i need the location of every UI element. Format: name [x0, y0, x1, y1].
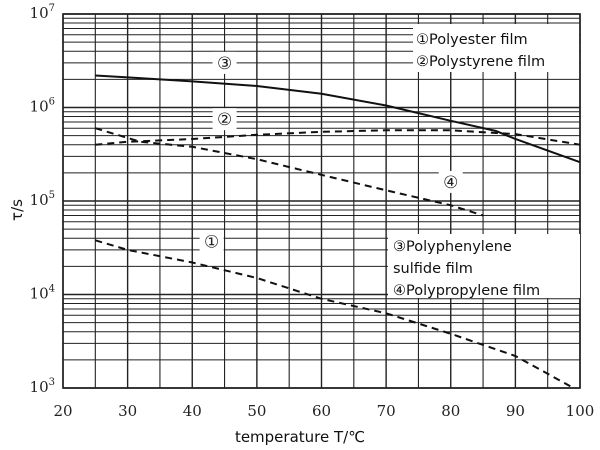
legend-item-3a: ③Polyphenylene: [393, 239, 512, 255]
legend-bottom-bg: [388, 234, 580, 298]
x-tick-label: 50: [247, 402, 266, 420]
x-tick-label: 30: [118, 402, 137, 420]
series-line-1: [95, 239, 574, 389]
legend-item-1: ①Polyester film: [416, 32, 528, 48]
series-marker-1: ①: [204, 232, 219, 252]
y-tick-label: 103: [30, 377, 55, 396]
x-tick-label: 100: [566, 402, 595, 420]
y-tick-label: 105: [30, 190, 55, 209]
y-tick-label: 104: [30, 284, 55, 303]
legend-item-3b: sulfide film: [393, 261, 473, 277]
series-marker-3: ③: [217, 54, 232, 74]
series-markers: ① ② ③ ④: [199, 51, 463, 253]
y-axis-label: τ/s: [8, 199, 26, 221]
y-tick-label: 107: [30, 3, 55, 22]
x-tick-label: 90: [506, 402, 525, 420]
axis-ticks: 20 30 40 50 60 70 80 90 100 103 104 105 106 107: [30, 3, 595, 420]
plot-frame: [62, 13, 581, 389]
x-tick-label: 20: [53, 402, 72, 420]
series-marker-4: ④: [443, 173, 458, 193]
series-marker-bg-2: [212, 108, 237, 131]
legend-top-bg: [413, 24, 579, 72]
legend-item-4: ④Polypropylene film: [393, 283, 540, 299]
series-group: [95, 74, 581, 389]
series-line-3: [95, 74, 581, 164]
x-tick-label: 80: [441, 402, 460, 420]
x-tick-label: 40: [183, 402, 202, 420]
series-line-2: [95, 129, 581, 146]
legend-item-2: ②Polystyrene film: [416, 54, 545, 70]
series-marker-bg-3: [212, 51, 237, 74]
series-marker-2: ②: [217, 110, 232, 130]
series-marker-bg-1: [199, 230, 224, 253]
series-marker-bg-4: [438, 170, 463, 193]
x-tick-label: 70: [377, 402, 396, 420]
x-tick-label: 60: [312, 402, 331, 420]
x-axis-label: temperature T/℃: [235, 428, 365, 446]
y-tick-label: 106: [30, 97, 55, 116]
series-line-4: [95, 127, 484, 217]
